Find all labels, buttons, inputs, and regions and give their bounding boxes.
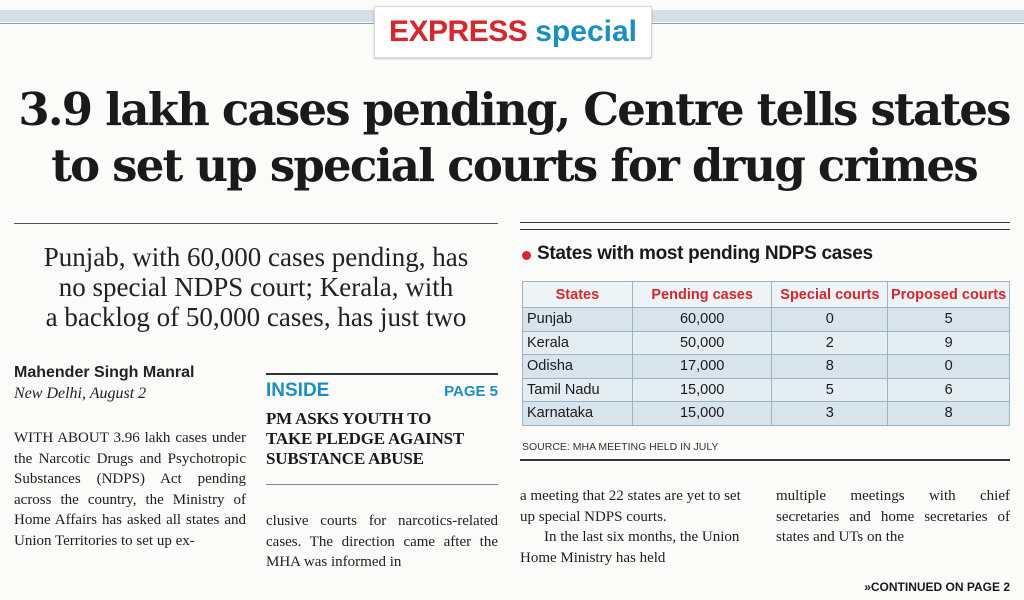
table-cell: 0 xyxy=(771,307,889,332)
headline-line-1: 3.9 lakh cases pending, Centre tells sta… xyxy=(18,83,1011,136)
divider xyxy=(520,229,1010,230)
divider xyxy=(14,223,498,224)
inside-story-line-3: SUBSTANCE ABUSE xyxy=(266,449,424,468)
table-cell: 50,000 xyxy=(631,330,773,355)
body-column-3-para-2: In the last six months, the Union Home M… xyxy=(520,527,754,568)
badge-express-text: EXPRESS xyxy=(389,15,528,48)
table-cell: 5 xyxy=(887,307,1010,332)
table-cell: 5 xyxy=(771,377,889,402)
table-title: States with most pending NDPS cases xyxy=(537,243,873,264)
table-header-cell: Special courts xyxy=(771,281,889,308)
table-cell: 15,000 xyxy=(631,377,773,402)
table-cell: Tamil Nadu xyxy=(522,377,633,402)
table-row: Punjab 60,000 0 5 xyxy=(522,307,1010,332)
express-special-badge: EXPRESS special xyxy=(374,6,652,58)
inside-page-link[interactable]: PAGE 5 xyxy=(444,383,498,400)
table-source-note: SOURCE: MHA MEETING HELD IN JULY xyxy=(522,441,719,453)
inside-box-rule xyxy=(266,373,498,375)
table-cell: 6 xyxy=(887,377,1010,402)
inside-box-rule-bottom xyxy=(266,484,498,485)
table-row: Karnataka 15,000 3 8 xyxy=(522,401,1010,426)
divider xyxy=(520,459,1010,461)
table-row: Odisha 17,000 8 0 xyxy=(522,354,1010,379)
body-column-3-para-2-text: In the last six months, the Union Home M… xyxy=(520,529,740,566)
table-row: Tamil Nadu 15,000 5 6 xyxy=(522,377,1010,402)
byline-dateline: New Delhi, August 2 xyxy=(14,385,147,402)
inside-story-line-2: TAKE PLEDGE AGAINST xyxy=(266,429,465,448)
table-cell: 8 xyxy=(771,354,889,379)
badge-special-text: special xyxy=(535,15,637,48)
headline: 3.9 lakh cases pending, Centre tells sta… xyxy=(14,82,1014,194)
pending-cases-table: States Pending cases Special courts Prop… xyxy=(522,281,1010,426)
subhead-line-3: a backlog of 50,000 cases, has just two xyxy=(45,302,467,332)
table-header-cell: Pending cases xyxy=(631,281,773,308)
table-cell: 2 xyxy=(771,330,889,355)
headline-line-2: to set up special courts for drug crimes xyxy=(51,139,979,192)
body-column-1: WITH ABOUT 3.96 lakh cases under the Nar… xyxy=(14,430,246,549)
table-cell: 15,000 xyxy=(631,401,773,426)
table-header-row: States Pending cases Special courts Prop… xyxy=(522,281,1010,308)
table-header-cell: States xyxy=(522,281,633,308)
inside-label: INSIDE xyxy=(266,380,330,401)
table-cell: 0 xyxy=(887,354,1010,379)
body-column-4: multiple meetings with chief secretaries… xyxy=(776,488,1010,545)
body-column-3: a meeting that 22 states are yet to set … xyxy=(520,486,754,568)
byline-author: Mahender Singh Manral xyxy=(14,364,195,381)
continued-on-page-link[interactable]: »CONTINUED ON PAGE 2 xyxy=(864,580,1010,594)
table-cell: Punjab xyxy=(522,307,633,332)
body-column-3-para-1: a meeting that 22 states are yet to set … xyxy=(520,488,741,525)
divider xyxy=(520,222,1010,223)
body-column-2: clusive courts for narcotics-related cas… xyxy=(266,513,498,570)
table-cell: Karnataka xyxy=(522,401,633,426)
inside-story-line-1: PM ASKS YOUTH TO xyxy=(266,409,432,428)
subhead-line-1: Punjab, with 60,000 cases pending, has xyxy=(43,242,469,272)
subheadline: Punjab, with 60,000 cases pending, has n… xyxy=(14,242,498,332)
table-cell: 3 xyxy=(771,401,889,426)
inside-story-headline[interactable]: PM ASKS YOUTH TO TAKE PLEDGE AGAINST SUB… xyxy=(266,409,498,469)
table-header-cell: Proposed courts xyxy=(887,281,1010,308)
table-cell: 60,000 xyxy=(631,307,773,332)
table-cell: 8 xyxy=(887,401,1010,426)
table-cell: 17,000 xyxy=(631,354,773,379)
table-cell: Odisha xyxy=(522,354,633,379)
table-cell: Kerala xyxy=(522,330,633,355)
bullet-dot-icon xyxy=(522,251,531,260)
subhead-line-2: no special NDPS court; Kerala, with xyxy=(58,272,454,302)
table-row: Kerala 50,000 2 9 xyxy=(522,330,1010,355)
table-cell: 9 xyxy=(887,330,1010,355)
